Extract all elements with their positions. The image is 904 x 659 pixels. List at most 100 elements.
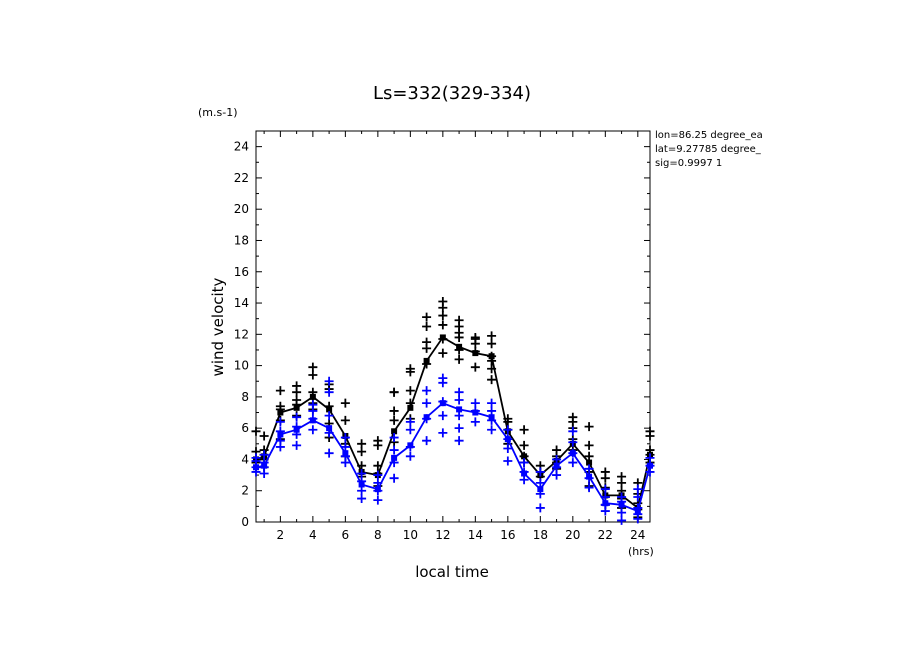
plot-frame (255, 130, 651, 523)
sample-plus-blue (275, 417, 285, 427)
x-tick-label: 24 (630, 528, 645, 542)
chart-title: Ls=332(329-334) (373, 83, 531, 104)
sample-plus-blue (519, 475, 529, 485)
sample-plus-blue (645, 453, 655, 463)
x-tick-label: 20 (565, 528, 580, 542)
sample-plus-blue (470, 398, 480, 408)
mean-point-blue (374, 486, 381, 493)
sample-plus-blue (503, 456, 513, 466)
sample-plus-blue (568, 458, 578, 468)
sample-plus-blue (324, 411, 334, 421)
mean-point-blue (537, 486, 544, 493)
y-tick-label: 24 (234, 140, 249, 154)
sample-plus-black (357, 439, 367, 449)
mean-point-blue (277, 431, 284, 438)
sample-plus-blue (552, 454, 562, 464)
sample-plus-black (487, 331, 497, 341)
x-tick-label: 2 (277, 528, 285, 542)
sample-plus-black (470, 362, 480, 372)
y-tick-label: 10 (234, 359, 249, 373)
sample-plus-blue (324, 376, 334, 386)
sample-plus-blue (405, 425, 415, 435)
mean-point-blue (553, 462, 560, 469)
mean-point-blue (293, 426, 300, 433)
y-tick-label: 18 (234, 233, 249, 247)
y-tick-label: 20 (234, 202, 249, 216)
sample-plus-blue (438, 411, 448, 421)
sample-plus-blue (340, 433, 350, 443)
sample-plus-black (645, 426, 655, 436)
sample-plus-blue (373, 470, 383, 480)
sample-plus-blue (324, 448, 334, 458)
sample-plus-blue (600, 484, 610, 494)
sample-plus-blue (503, 443, 513, 453)
sample-plus-black (470, 332, 480, 342)
sample-plus-black (438, 296, 448, 306)
sample-plus-black (389, 415, 399, 425)
plot-area: 2 4 6 8 10 12 14 16 18 20 22 2402468101214161820222… (234, 130, 655, 542)
x-tick-label: 12 (435, 528, 450, 542)
mean-point-black (488, 353, 495, 360)
mean-point-black (326, 406, 333, 413)
mean-point-black (423, 357, 430, 364)
sample-plus-black (308, 370, 318, 380)
sample-plus-black (552, 445, 562, 455)
sample-plus-black (389, 387, 399, 397)
sample-plus-black (405, 386, 415, 396)
sample-plus-blue (292, 412, 302, 422)
info-line-lon: lon=86.25 degree_ea (655, 130, 763, 141)
y-axis-label: wind velocity (209, 277, 227, 376)
sample-plus-blue (487, 406, 497, 416)
sample-plus-blue (438, 428, 448, 438)
mean-point-blue (472, 409, 479, 416)
info-line-sig: sig=0.9997 1 (655, 158, 722, 169)
mean-point-blue (618, 501, 625, 508)
x-tick-label: 10 (403, 528, 418, 542)
x-tick-label: 18 (533, 528, 548, 542)
mean-point-black (277, 409, 284, 416)
mean-point-blue (504, 436, 511, 443)
x-tick-label: 8 (374, 528, 382, 542)
x-unit-label: (hrs) (628, 545, 654, 558)
sample-plus-blue (535, 503, 545, 513)
sample-plus-blue (633, 484, 643, 494)
x-tick-label: 6 (342, 528, 350, 542)
sample-plus-blue (617, 515, 627, 525)
sample-plus-black (405, 364, 415, 374)
sample-plus-black (422, 312, 432, 322)
info-line-lat: lat=9.27785 degree_ (655, 144, 762, 155)
sample-plus-blue (470, 417, 480, 427)
mean-point-black (407, 404, 414, 411)
mean-point-black (586, 459, 593, 466)
sample-plus-black (487, 339, 497, 349)
mean-point-blue (602, 500, 609, 507)
mean-point-black (309, 393, 316, 400)
sample-plus-blue (422, 436, 432, 446)
sample-plus-blue (373, 495, 383, 505)
sample-plus-black (600, 467, 610, 477)
sample-plus-black (389, 406, 399, 416)
mean-point-blue (391, 454, 398, 461)
sample-plus-black (275, 401, 285, 411)
sample-plus-blue (617, 492, 627, 502)
sample-plus-black (292, 381, 302, 391)
sample-plus-blue (405, 417, 415, 427)
sample-plus-black (438, 311, 448, 321)
sample-plus-black (292, 395, 302, 405)
sample-plus-black (340, 415, 350, 425)
mean-point-black (391, 428, 398, 435)
sample-plus-blue (535, 478, 545, 488)
mean-point-blue (634, 508, 641, 515)
y-tick-label: 8 (241, 390, 249, 404)
mean-point-black (456, 343, 463, 350)
sample-plus-blue (454, 423, 464, 433)
sample-plus-blue (389, 445, 399, 455)
sample-plus-black (251, 426, 261, 436)
sample-plus-blue (357, 469, 367, 479)
sample-plus-blue (487, 398, 497, 408)
sample-plus-blue (405, 451, 415, 461)
sample-plus-blue (584, 483, 594, 493)
sample-plus-black (275, 386, 285, 396)
mean-point-black (521, 453, 528, 460)
